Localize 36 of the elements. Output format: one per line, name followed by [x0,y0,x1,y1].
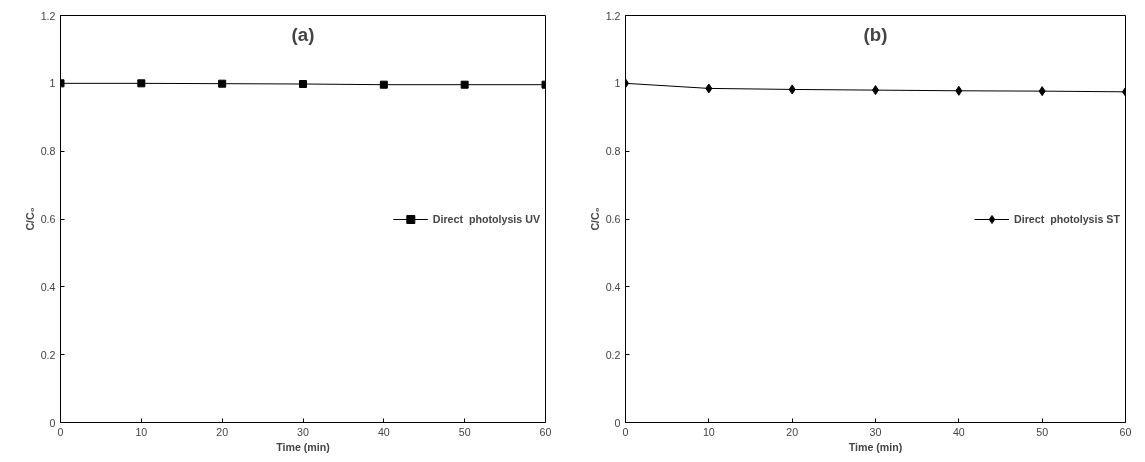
y-tick-label: 0.6 [605,213,621,225]
x-axis-title: Time (min) [848,440,903,453]
x-tick-label: 0 [57,425,64,438]
x-tick-label: 30 [297,425,309,438]
y-tick-label: 0.2 [40,348,56,361]
y-tick-label: 0 [614,416,621,429]
chart-title: (a) [291,23,315,45]
y-tick-label: 0.8 [605,145,621,158]
chart-title: (b) [863,23,888,45]
y-tick-label: 0.6 [40,213,56,225]
legend-label: Direct photolysis ST [1014,212,1120,225]
x-tick-label: 30 [869,425,882,438]
x-tick-label: 50 [458,425,471,438]
x-tick-label: 20 [216,425,229,438]
x-tick-label: 10 [135,425,148,438]
x-tick-label: 50 [1036,425,1049,438]
y-axis-title: C/C₀ [588,207,601,231]
legend-label: Direct photolysis UV [432,212,540,225]
y-tick-label: 0 [49,416,56,429]
y-tick-label: 1 [614,77,621,90]
y-tick-label: 1.2 [40,9,56,22]
y-tick-label: 0.4 [605,280,621,293]
y-axis-title: C/C₀ [23,207,36,231]
x-axis-title: Time (min) [276,440,331,453]
x-tick-label: 0 [622,425,629,438]
y-tick-label: 0.4 [40,280,56,293]
y-tick-label: 0.8 [40,145,56,158]
x-tick-label: 10 [702,425,715,438]
y-tick-label: 1 [49,77,56,90]
x-tick-label: 40 [377,425,390,438]
y-tick-label: 1.2 [605,9,621,22]
x-tick-label: 20 [786,425,799,438]
x-tick-label: 60 [1119,425,1132,438]
y-tick-label: 0.2 [605,348,621,361]
x-tick-label: 40 [952,425,965,438]
x-tick-label: 60 [539,425,552,438]
